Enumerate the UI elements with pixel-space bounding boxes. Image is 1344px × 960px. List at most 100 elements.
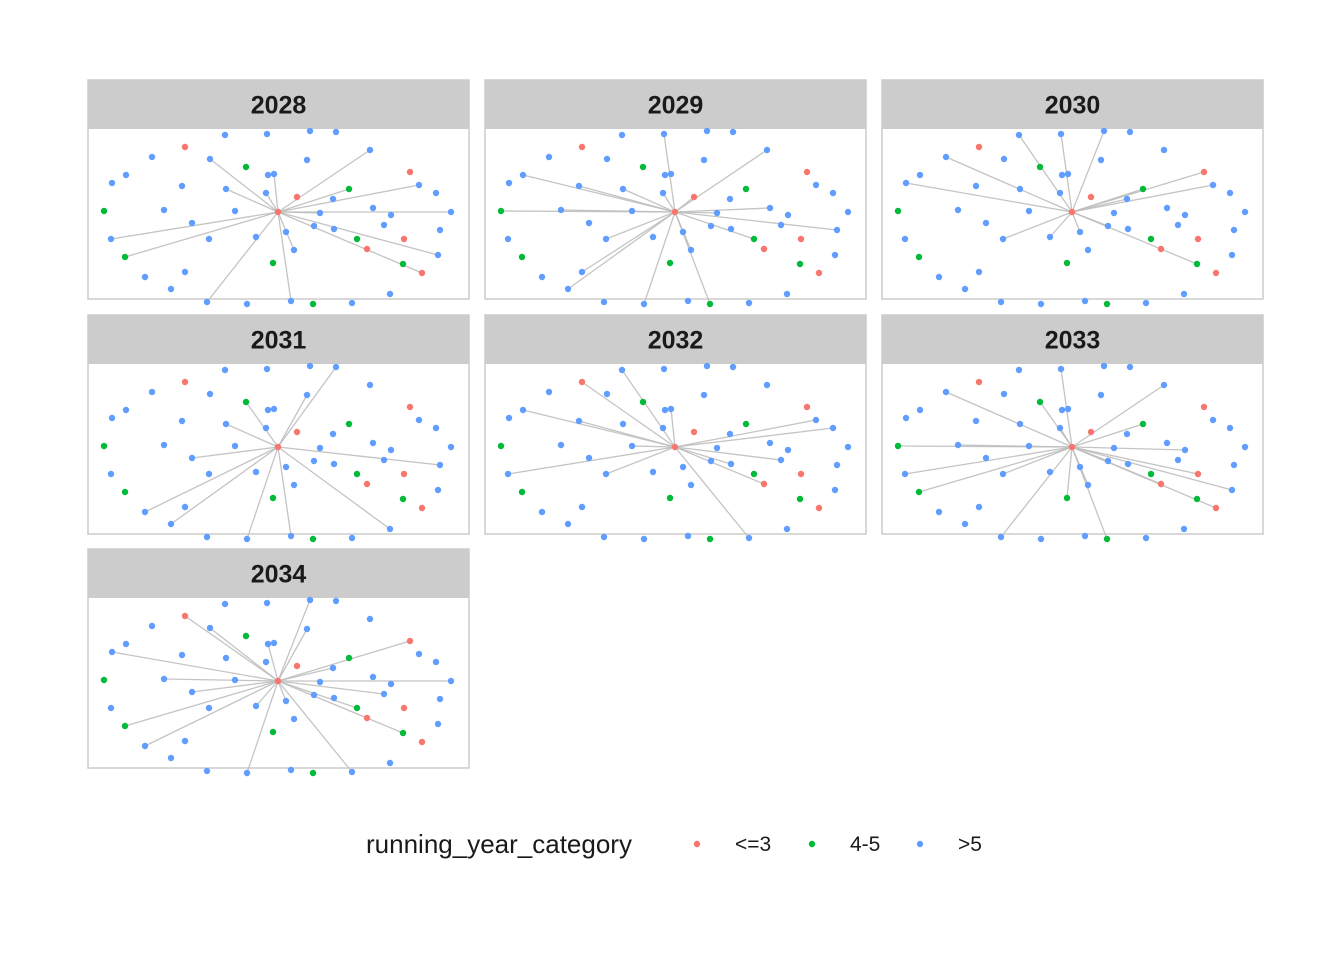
network-node <box>649 233 657 241</box>
network-edge <box>578 185 676 213</box>
network-edge <box>1059 427 1073 448</box>
network-edge <box>277 188 350 213</box>
network-node <box>386 290 394 298</box>
network-node <box>264 406 272 414</box>
network-node <box>262 189 270 197</box>
network-node <box>538 508 546 516</box>
network-node <box>330 694 338 702</box>
network-node <box>1126 363 1134 371</box>
network-edge <box>246 680 279 774</box>
network-node <box>1097 391 1105 399</box>
network-edge <box>674 196 695 213</box>
network-node <box>400 235 408 243</box>
network-node <box>1000 390 1008 398</box>
network-node <box>766 439 774 447</box>
network-node <box>329 195 337 203</box>
network-node <box>269 259 277 267</box>
network-node <box>231 676 239 684</box>
facet-strip-label: 2032 <box>648 327 704 355</box>
network-node <box>418 269 426 277</box>
network-node <box>366 615 374 623</box>
network-node <box>447 443 455 451</box>
network-node <box>380 221 388 229</box>
network-node <box>742 420 750 428</box>
network-node <box>916 406 924 414</box>
network-node <box>684 297 692 305</box>
network-node <box>1139 185 1147 193</box>
network-node <box>578 143 586 151</box>
network-node <box>1037 535 1045 543</box>
network-node <box>997 533 1005 541</box>
network-node <box>447 677 455 685</box>
network-node <box>167 754 175 762</box>
network-node <box>293 193 301 201</box>
network-node <box>777 221 785 229</box>
network-node <box>1103 535 1111 543</box>
network-node <box>1084 481 1092 489</box>
network-edge <box>225 188 279 213</box>
network-node <box>1200 403 1208 411</box>
network-node <box>942 153 950 161</box>
network-node <box>628 207 636 215</box>
network-edge <box>674 446 750 539</box>
network-node <box>263 599 271 607</box>
network-edge <box>674 211 838 231</box>
network-node <box>1068 208 1076 216</box>
network-node <box>1104 457 1112 465</box>
network-node <box>660 130 668 138</box>
network-node <box>628 442 636 450</box>
network-node <box>270 170 278 178</box>
facet-strip-label: 2034 <box>251 561 307 589</box>
network-node <box>242 163 250 171</box>
network-edge <box>1049 211 1073 238</box>
network-edge <box>273 173 279 213</box>
network-node <box>148 622 156 630</box>
network-node <box>287 532 295 540</box>
network-edge <box>277 446 441 466</box>
network-node <box>434 251 442 259</box>
legend-label: 4-5 <box>850 833 880 856</box>
network-node <box>1123 195 1131 203</box>
network-node <box>222 654 230 662</box>
network-node <box>263 365 271 373</box>
network-node <box>505 414 513 422</box>
network-node <box>1015 366 1023 374</box>
network-edge <box>1071 188 1144 213</box>
network-node <box>815 504 823 512</box>
network-node <box>252 468 260 476</box>
network-node <box>108 414 116 422</box>
network-edge <box>674 446 765 485</box>
network-node <box>1123 430 1131 438</box>
network-node <box>640 300 648 308</box>
network-node <box>447 208 455 216</box>
network-edge <box>674 149 768 213</box>
network-node <box>1025 442 1033 450</box>
network-node <box>1068 443 1076 451</box>
network-edge <box>277 680 404 734</box>
network-node <box>777 456 785 464</box>
network-edge <box>662 192 676 213</box>
network-node <box>1110 444 1118 452</box>
network-node <box>310 222 318 230</box>
network-node <box>293 428 301 436</box>
network-node <box>997 298 1005 306</box>
network-node <box>1200 168 1208 176</box>
network-node <box>1025 207 1033 215</box>
network-node <box>348 768 356 776</box>
network-edge <box>1071 198 1128 213</box>
network-node <box>100 676 108 684</box>
network-node <box>975 378 983 386</box>
network-node <box>1036 163 1044 171</box>
network-node <box>1157 480 1165 488</box>
network-node <box>1124 460 1132 468</box>
network-node <box>121 253 129 261</box>
network-node <box>262 424 270 432</box>
network-node <box>363 245 371 253</box>
network-node <box>1228 486 1236 494</box>
network-node <box>205 470 213 478</box>
network-node <box>666 259 674 267</box>
network-node <box>181 612 189 620</box>
network-node <box>1142 534 1150 542</box>
network-edge <box>277 446 292 537</box>
network-edge <box>945 391 1073 448</box>
